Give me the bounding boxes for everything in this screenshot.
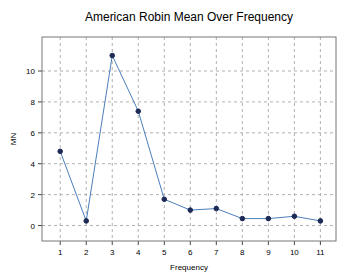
y-tick-label: 4: [31, 160, 36, 169]
data-point: [58, 149, 63, 154]
series-line: [60, 56, 320, 221]
y-tick-label: 6: [31, 129, 36, 138]
x-grid-line: [294, 37, 295, 241]
x-tick: [86, 241, 87, 245]
title: American Robin Mean Over Frequency: [85, 10, 293, 24]
data-point: [240, 216, 245, 221]
x-grid-line: [320, 37, 321, 241]
data-point: [162, 197, 167, 202]
y-tick: [38, 71, 42, 72]
chart: American Robin Mean Over Frequency 1 2 3 4 5 6…: [0, 0, 350, 279]
x-grid-line: [112, 37, 113, 241]
x-tick-label: 4: [136, 248, 141, 257]
y-tick-label: 0: [31, 222, 36, 231]
plot-frame: [42, 37, 336, 241]
y-tick: [38, 194, 42, 195]
x-tick-label: 5: [162, 248, 167, 257]
x-tick-label: 9: [266, 248, 271, 257]
x-tick: [164, 241, 165, 245]
background: [0, 0, 350, 279]
y-tick: [38, 163, 42, 164]
y-grid-line: [42, 132, 336, 133]
x-tick-label: 1: [58, 248, 63, 257]
x-axis-label: Frequency: [170, 263, 208, 272]
data-point: [318, 219, 323, 224]
data-point: [292, 214, 297, 219]
y-tick-label: 10: [26, 67, 35, 76]
y-grid-line: [42, 225, 336, 226]
y-tick: [38, 225, 42, 226]
x-tick-label: 11: [316, 248, 325, 257]
x-tick: [268, 241, 269, 245]
y-grid-line: [42, 163, 336, 164]
x-tick-label: 3: [110, 248, 115, 257]
x-tick: [190, 241, 191, 245]
x-tick: [60, 241, 61, 245]
x-grid-line: [86, 37, 87, 241]
x-grid-line: [242, 37, 243, 241]
x-tick: [320, 241, 321, 245]
x-grid-line: [164, 37, 165, 241]
y-tick: [38, 132, 42, 133]
x-tick: [216, 241, 217, 245]
x-grid-line: [60, 37, 61, 241]
y-grid-line: [42, 71, 336, 72]
x-tick-label: 10: [290, 248, 299, 257]
x-tick-label: 6: [188, 248, 193, 257]
data-point: [136, 109, 141, 114]
x-tick-label: 7: [214, 248, 219, 257]
data-point: [110, 53, 115, 58]
x-tick: [242, 241, 243, 245]
plot-area: [42, 37, 336, 241]
y-grid-line: [42, 101, 336, 102]
y-tick-label: 8: [31, 98, 36, 107]
data-point: [214, 206, 219, 211]
data-point: [188, 208, 193, 213]
y-tick: [38, 101, 42, 102]
x-tick: [294, 241, 295, 245]
y-tick-label: 2: [31, 191, 36, 200]
data-point: [266, 216, 271, 221]
series: [58, 53, 323, 223]
data-point: [84, 219, 89, 224]
y-axis-label: MN: [9, 133, 18, 146]
x-grid-line: [268, 37, 269, 241]
y-grid-line: [42, 194, 336, 195]
x-grid-line: [138, 37, 139, 241]
x-tick: [138, 241, 139, 245]
x-tick-label: 2: [84, 248, 89, 257]
x-tick: [112, 241, 113, 245]
x-tick-label: 8: [240, 248, 245, 257]
